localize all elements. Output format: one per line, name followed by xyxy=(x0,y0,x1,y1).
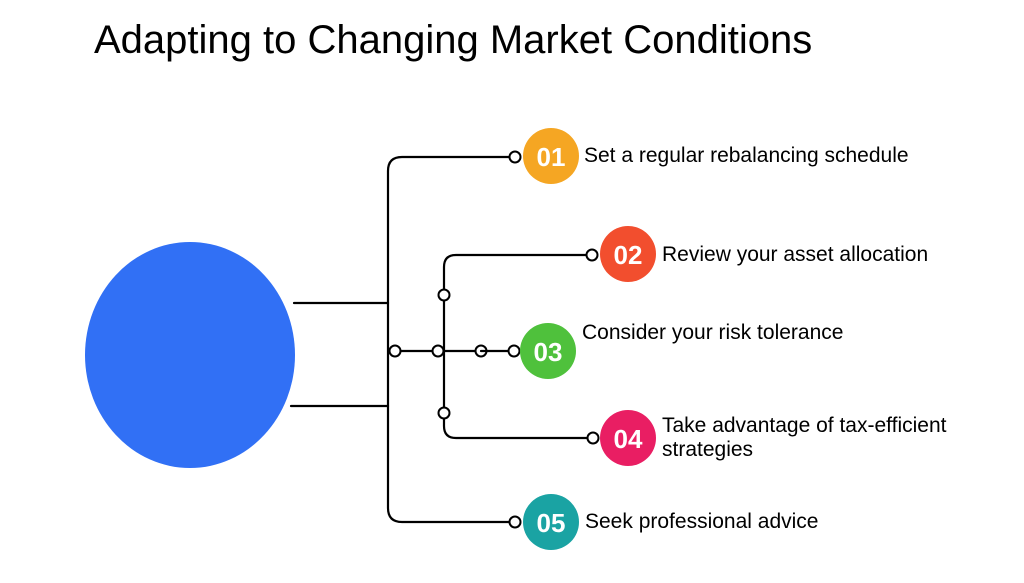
step-number-03: 03 xyxy=(534,337,563,367)
step-label-04: Take advantage of tax-efficient strategi… xyxy=(662,414,962,462)
step-number-05: 05 xyxy=(537,508,566,538)
step-number-04: 04 xyxy=(614,424,643,454)
step-number-01: 01 xyxy=(537,142,566,172)
step-number-02: 02 xyxy=(614,240,643,270)
step-label-05: Seek professional advice xyxy=(585,510,885,534)
step-label-02: Review your asset allocation xyxy=(662,243,992,267)
diagram-canvas: 01 02 03 04 05 xyxy=(0,0,1024,583)
step-label-01: Set a regular rebalancing schedule xyxy=(584,144,964,168)
page-title: Adapting to Changing Market Conditions xyxy=(94,18,812,63)
step-label-03: Consider your risk tolerance xyxy=(582,321,882,345)
